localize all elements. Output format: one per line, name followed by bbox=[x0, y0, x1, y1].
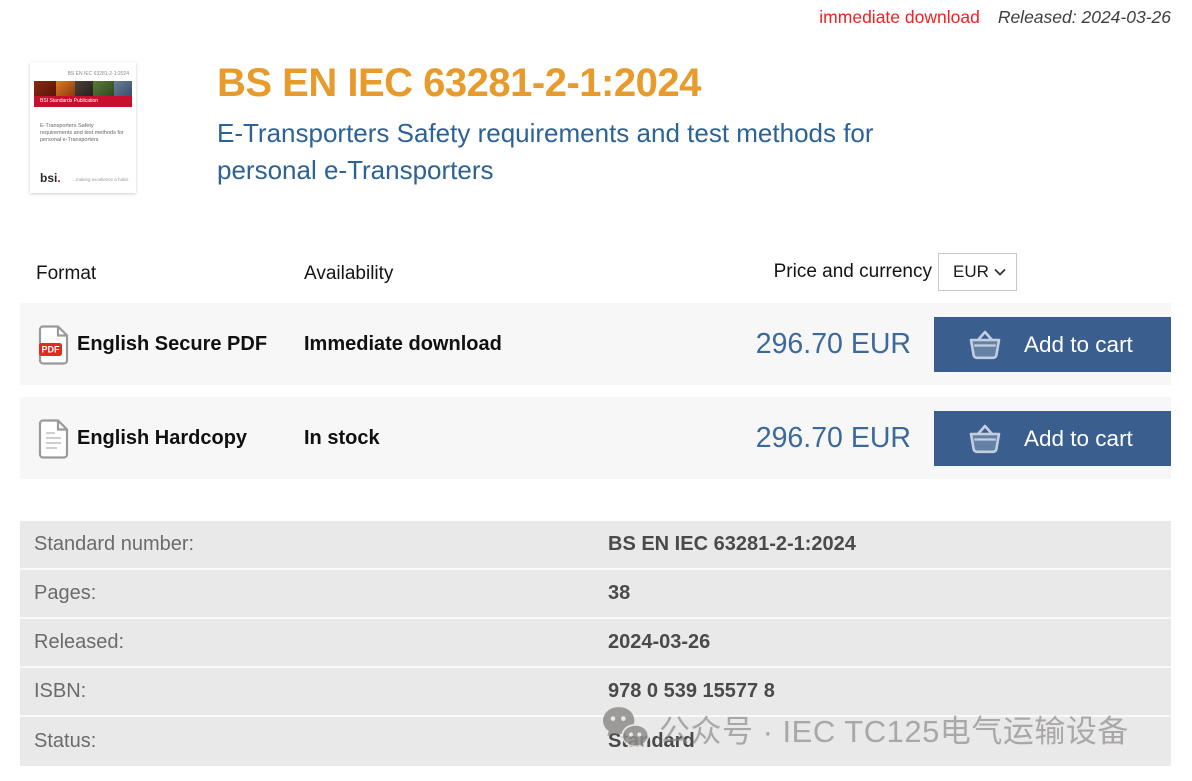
top-status-bar: immediate download Released: 2024-03-26 bbox=[819, 7, 1171, 28]
bsi-logo: bsi. bbox=[40, 171, 61, 185]
cover-photo-5 bbox=[114, 81, 132, 96]
detail-value: Standard bbox=[608, 730, 695, 752]
immediate-download-note: immediate download bbox=[819, 7, 980, 27]
cover-photo-3 bbox=[75, 81, 93, 96]
pricing-table: Format Availability Price and currency E… bbox=[20, 252, 1171, 479]
column-header-format: Format bbox=[36, 263, 97, 284]
detail-value: 2024-03-26 bbox=[608, 631, 711, 653]
add-to-cart-button-hardcopy[interactable]: Add to cart bbox=[934, 411, 1171, 466]
cover-red-band: BSI Standards Publication bbox=[34, 96, 132, 107]
detail-label: Pages: bbox=[34, 582, 97, 604]
add-to-cart-button-pdf[interactable]: Add to cart bbox=[934, 317, 1171, 372]
detail-label: ISBN: bbox=[34, 680, 87, 702]
price-value: 296.70 EUR bbox=[755, 327, 911, 360]
cover-photo-1 bbox=[34, 81, 56, 96]
basket-icon bbox=[969, 330, 1001, 359]
detail-row-status: Status: Standard bbox=[20, 717, 1171, 766]
product-cover-thumbnail: BS EN IEC 63281-2-1:2024 BSI Standards P… bbox=[30, 62, 136, 193]
pdf-file-icon: PDF bbox=[38, 325, 69, 365]
details-table: Standard number: BS EN IEC 63281-2-1:202… bbox=[20, 521, 1171, 766]
detail-label: Standard number: bbox=[34, 533, 195, 555]
page-subtitle: E-Transporters Safety requirements and t… bbox=[217, 118, 874, 185]
detail-row-released: Released: 2024-03-26 bbox=[20, 619, 1171, 668]
add-to-cart-label: Add to cart bbox=[1024, 331, 1133, 357]
page-title: BS EN IEC 63281-2-1:2024 bbox=[217, 61, 701, 105]
cover-photo-2 bbox=[55, 81, 76, 96]
detail-row-standard-number: Standard number: BS EN IEC 63281-2-1:202… bbox=[20, 521, 1171, 570]
column-header-price-currency: Price and currency bbox=[773, 261, 932, 282]
add-to-cart-label: Add to cart bbox=[1024, 425, 1133, 451]
pricing-row-pdf: PDF English Secure PDF Immediate downloa… bbox=[20, 303, 1171, 385]
cover-tagline: ...making excellence a habit. bbox=[72, 177, 129, 182]
chevron-down-icon bbox=[994, 268, 1006, 276]
detail-label: Status: bbox=[34, 730, 97, 752]
detail-value: 38 bbox=[608, 582, 631, 604]
price-value: 296.70 EUR bbox=[755, 421, 911, 454]
detail-value: 978 0 539 15577 8 bbox=[608, 680, 775, 702]
detail-label: Released: bbox=[34, 631, 125, 653]
released-date-note: Released: 2024-03-26 bbox=[997, 7, 1171, 27]
cover-body-text: E-Transporters Safety requirements and t… bbox=[40, 123, 124, 143]
currency-select[interactable]: EUR bbox=[938, 253, 1017, 291]
column-header-availability: Availability bbox=[304, 263, 394, 284]
detail-row-pages: Pages: 38 bbox=[20, 570, 1171, 619]
cover-photo-strip bbox=[34, 81, 132, 96]
format-name: English Secure PDF bbox=[77, 332, 268, 355]
cover-standard-number: BS EN IEC 63281-2-1:2024 bbox=[67, 71, 129, 77]
availability-value: In stock bbox=[304, 426, 380, 449]
format-name: English Hardcopy bbox=[77, 426, 248, 449]
cover-photo-4 bbox=[92, 81, 115, 96]
document-icon bbox=[38, 419, 69, 459]
detail-value: BS EN IEC 63281-2-1:2024 bbox=[608, 533, 856, 555]
detail-row-isbn: ISBN: 978 0 539 15577 8 bbox=[20, 668, 1171, 717]
basket-icon bbox=[969, 424, 1001, 453]
bsi-logo-dot: . bbox=[57, 171, 61, 185]
pricing-row-hardcopy: English Hardcopy In stock 296.70 EUR Add… bbox=[20, 397, 1171, 479]
svg-text:PDF: PDF bbox=[42, 345, 61, 355]
currency-selected-value: EUR bbox=[953, 262, 989, 281]
availability-value: Immediate download bbox=[304, 332, 502, 355]
